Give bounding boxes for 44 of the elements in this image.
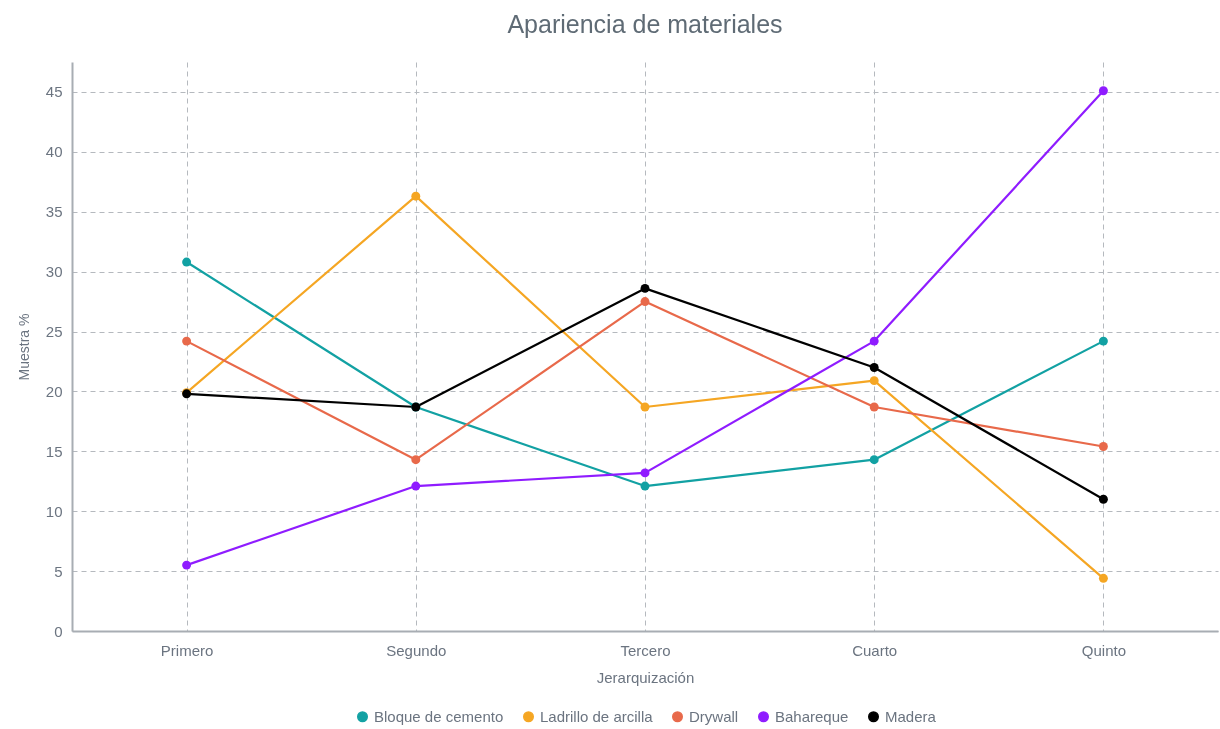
y-tick-label: 20 <box>45 382 63 400</box>
point <box>640 297 650 307</box>
point <box>869 363 879 372</box>
point <box>1098 573 1108 583</box>
point <box>869 455 879 465</box>
point <box>411 191 421 201</box>
legend-label: Madera <box>885 707 937 725</box>
point <box>1098 336 1108 346</box>
point <box>1098 442 1108 451</box>
point <box>640 468 650 478</box>
point <box>869 402 879 412</box>
x-tick-label: Cuarto <box>852 641 898 659</box>
x-tick-label: Segundo <box>386 641 447 659</box>
point <box>640 481 650 491</box>
x-tick-label: Tercero <box>620 641 671 659</box>
x-axis-title: Jerarquización <box>596 668 695 686</box>
point <box>640 283 650 293</box>
y-tick-label: 0 <box>54 622 63 640</box>
point <box>640 402 650 412</box>
y-tick-label: 10 <box>45 502 63 520</box>
y-tick-label: 40 <box>45 143 63 161</box>
legend-label: Bahareque <box>775 707 849 725</box>
point <box>1098 86 1108 96</box>
legend-label: Bloque de cemento <box>374 707 504 725</box>
y-tick-label: 5 <box>54 562 63 580</box>
y-tick-label: 25 <box>45 323 63 341</box>
y-tick-label: 45 <box>45 83 63 101</box>
point <box>869 376 879 386</box>
point <box>411 455 421 465</box>
point <box>1098 494 1108 504</box>
y-axis-title: Muestra % <box>15 313 32 381</box>
y-tick-label: 35 <box>45 203 63 221</box>
chart-title: Apariencia de materiales <box>507 10 783 38</box>
x-tick-label: Quinto <box>1081 641 1126 659</box>
point <box>182 336 192 346</box>
legend-label: Drywall <box>689 707 739 725</box>
y-tick-label: 30 <box>45 263 63 281</box>
legend-label: Ladrillo de arcilla <box>540 707 654 725</box>
y-tick-label: 15 <box>45 442 63 460</box>
point <box>411 481 421 491</box>
point <box>869 336 879 346</box>
x-tick-label: Primero <box>160 641 214 659</box>
point <box>182 257 192 267</box>
point <box>182 560 192 570</box>
